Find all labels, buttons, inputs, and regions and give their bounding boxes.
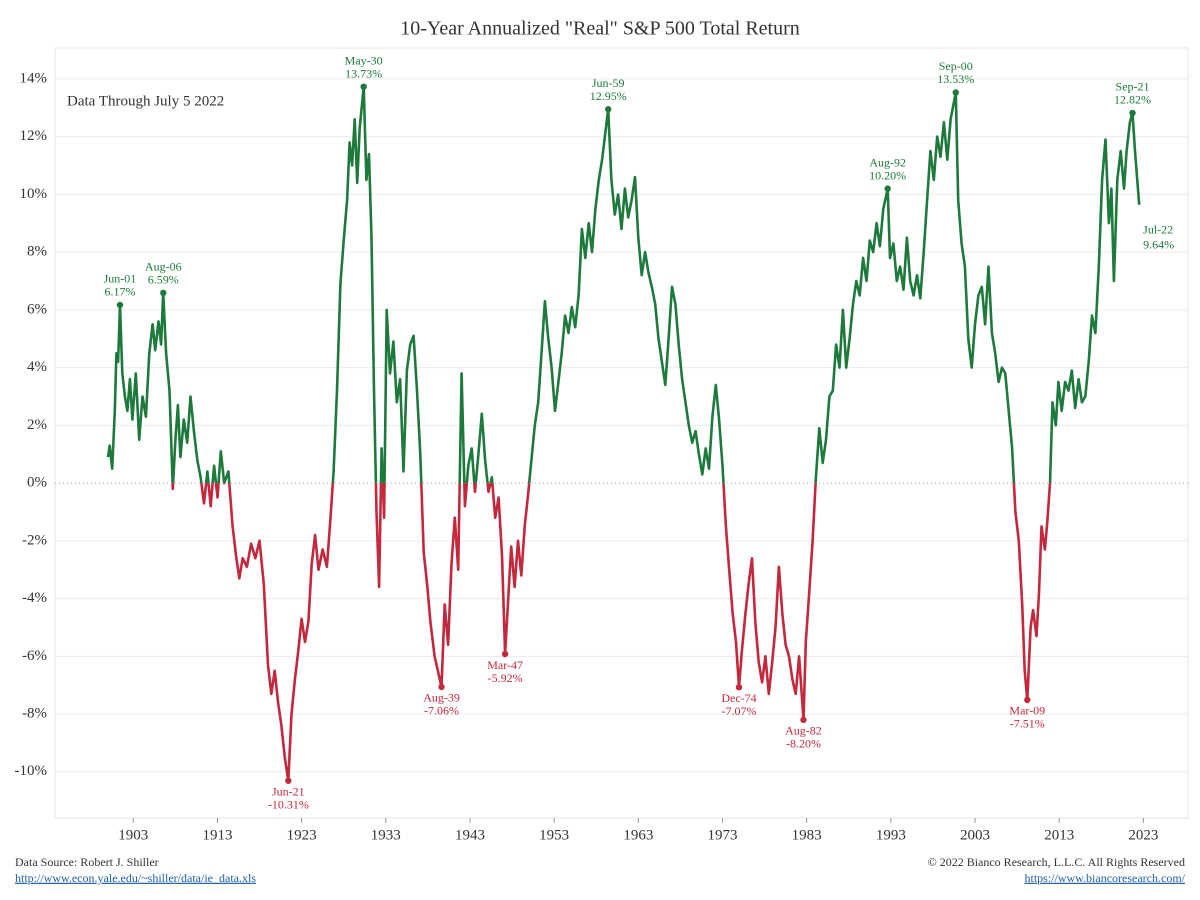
- chart-title: 10-Year Annualized "Real" S&P 500 Total …: [400, 18, 800, 40]
- x-tick-label: 1963: [623, 827, 653, 843]
- annotation-date: Dec-74: [721, 691, 756, 705]
- y-tick-label: -10%: [15, 763, 48, 779]
- x-tick-label: 1903: [118, 827, 148, 843]
- annotation-dot: [116, 301, 124, 309]
- x-tick-label: 2023: [1128, 827, 1158, 843]
- x-tick-label: 1993: [876, 827, 906, 843]
- copyright: © 2022 Bianco Research, L.L.C. All Right…: [928, 855, 1185, 869]
- annotation-dot: [285, 777, 292, 784]
- annotation-date: Aug-39: [423, 691, 460, 705]
- x-tick-label: 1933: [371, 827, 401, 843]
- y-tick-label: 2%: [27, 417, 47, 433]
- annotation-dot: [160, 289, 167, 297]
- annotation-dot: [360, 83, 367, 90]
- y-tick-label: 0%: [27, 475, 47, 491]
- annotation-value: -7.06%: [424, 704, 459, 718]
- y-tick-label: 4%: [27, 359, 47, 375]
- annotation-date: Sep-00: [939, 59, 973, 73]
- y-tick-label: 14%: [20, 70, 48, 86]
- x-tick-label: 1913: [202, 827, 232, 843]
- annotation-date: Jun-01: [104, 272, 137, 286]
- y-tick-label: -2%: [22, 532, 47, 548]
- y-tick-label: 8%: [27, 244, 47, 260]
- annotation-value: 12.95%: [590, 89, 627, 103]
- annotation-date: Sep-21: [1116, 80, 1150, 94]
- y-tick-label: 10%: [20, 186, 48, 202]
- annotation-value: 6.17%: [104, 285, 135, 299]
- annotation-value: 13.73%: [345, 66, 382, 80]
- annotation-dot: [605, 106, 612, 113]
- site-link[interactable]: https://www.biancoresearch.com/: [1024, 871, 1185, 885]
- annotation-dot: [800, 716, 807, 724]
- annotation-dot: [1024, 696, 1031, 704]
- annotation-value: 10.20%: [869, 168, 906, 182]
- annotation-value: -7.51%: [1010, 717, 1045, 731]
- x-tick-label: 1943: [455, 827, 485, 843]
- annotation-date: Jul-22: [1143, 223, 1173, 237]
- x-tick-label: 1923: [287, 827, 317, 843]
- annotation-date: May-30: [345, 53, 383, 67]
- annotation-dot: [884, 185, 891, 192]
- x-tick-label: 1953: [539, 827, 569, 843]
- annotation-dot: [438, 683, 445, 691]
- y-tick-label: 12%: [20, 128, 48, 144]
- x-tick-label: 2003: [960, 827, 990, 843]
- annotation-date: Jun-21: [272, 785, 305, 799]
- series-line: [171, 483, 1052, 783]
- annotation-date: Jun-59: [592, 76, 625, 90]
- annotation-value: 12.82%: [1114, 93, 1151, 107]
- annotation-dot: [735, 684, 743, 691]
- annotation-date: Mar-09: [1009, 704, 1045, 718]
- annotation-value: 13.53%: [937, 72, 974, 86]
- annotation-value: 9.64%: [1143, 238, 1174, 252]
- annotation-date: Aug-92: [869, 155, 906, 169]
- annotation-date: Aug-06: [145, 260, 182, 274]
- annotation-dot: [501, 650, 509, 658]
- annotation-dot: [952, 89, 959, 96]
- source: Data Source: Robert J. Shiller: [15, 855, 159, 869]
- y-tick-label: -8%: [22, 706, 47, 722]
- annotation-value: -7.07%: [722, 704, 757, 718]
- annotation-date: Aug-82: [785, 724, 822, 738]
- chart-subtitle: Data Through July 5 2022: [67, 93, 224, 109]
- series-line: [106, 85, 1141, 484]
- x-tick-label: 1973: [708, 827, 738, 843]
- x-tick-label: 2013: [1044, 827, 1074, 843]
- x-tick-label: 1983: [792, 827, 822, 843]
- y-tick-label: -4%: [22, 590, 47, 606]
- y-tick-label: 6%: [27, 301, 47, 317]
- annotation-value: -5.92%: [488, 671, 523, 685]
- y-tick-label: -6%: [22, 648, 47, 664]
- source-link[interactable]: http://www.econ.yale.edu/~shiller/data/i…: [15, 871, 256, 885]
- annotation-date: Mar-47: [487, 658, 523, 672]
- annotation-value: 6.59%: [148, 273, 179, 287]
- annotation-value: -8.20%: [786, 737, 821, 751]
- plot-area: [54, 47, 1189, 819]
- annotation-value: -10.31%: [268, 798, 309, 812]
- annotation-dot: [1129, 109, 1136, 117]
